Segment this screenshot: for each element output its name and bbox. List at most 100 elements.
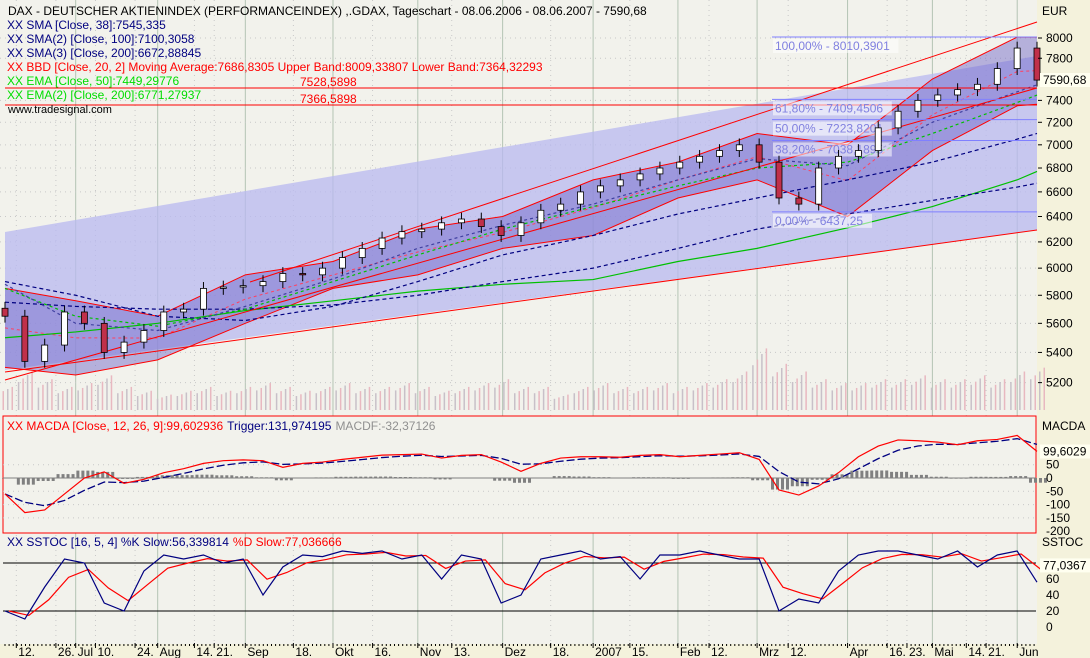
macd-last-box — [1040, 444, 1090, 459]
candle-body — [140, 330, 148, 343]
volume-bar — [776, 372, 778, 410]
candle-body — [596, 185, 604, 193]
volume-bar — [518, 391, 520, 410]
fib-label-bg — [773, 213, 872, 228]
stoch-last-label: 77,0367 — [1043, 558, 1087, 572]
macd-histogram-bar — [393, 477, 397, 479]
macd-histogram-bar — [582, 476, 586, 479]
macd-histogram-bar — [979, 476, 983, 479]
volume-bar — [800, 375, 803, 410]
macd-histogram-bar — [914, 474, 918, 479]
price-tick-label: 5800 — [1046, 288, 1073, 302]
macd-histogram-bar — [175, 475, 179, 479]
fibonacci-retracement[interactable]: 100,00% - 8010,3901 61,80% - 7409,4506 50,… — [772, 36, 1037, 228]
volume-bar — [368, 386, 371, 410]
stoch-d-line — [8, 551, 1042, 617]
volume-bar — [256, 390, 258, 410]
macd-histogram-bar — [860, 470, 864, 479]
candle-body — [775, 161, 783, 199]
volume-bar — [646, 386, 649, 410]
price-axis-background — [1037, 0, 1090, 658]
macd-histogram-bar — [572, 476, 576, 479]
macd-histogram-bar — [359, 476, 363, 479]
volume-bar — [741, 375, 743, 410]
volume-bar — [875, 384, 878, 410]
volume-bar — [37, 387, 40, 410]
time-tick-label: 14. — [968, 645, 985, 658]
candle-body — [458, 218, 465, 224]
volume-bar — [364, 389, 366, 410]
volume-bar — [935, 384, 937, 410]
legend-entry: XX EMA(2) [Close, 200]:6771,27937 — [7, 88, 201, 102]
volume-bar — [836, 387, 838, 410]
volume-bar — [26, 375, 29, 410]
macd-histogram-bar — [1019, 476, 1023, 479]
volume-bar — [289, 386, 291, 410]
macd-histogram-bar — [250, 476, 254, 479]
volume-bar — [979, 378, 981, 410]
stoch-tick-label: 60 — [1046, 572, 1060, 586]
volume-bar — [467, 386, 470, 410]
volume-bar — [523, 389, 525, 410]
volume-bar — [161, 397, 163, 410]
volume-bar — [692, 390, 695, 410]
macd-histogram-bar — [508, 478, 512, 481]
macd-histogram-bar — [1034, 478, 1037, 483]
macd-histogram-bar — [423, 477, 427, 479]
macd-histogram-bar — [324, 477, 328, 479]
candle-body — [557, 203, 565, 211]
volume-bar — [900, 382, 902, 410]
macd-histogram-bar — [265, 477, 268, 479]
trendline-lower[interactable] — [4, 229, 1038, 373]
macd-histogram-bar — [637, 477, 641, 479]
fib-label: 38,20% - 7038,1895 — [775, 142, 883, 156]
volume-bar — [1014, 378, 1017, 410]
candle-body — [874, 127, 882, 151]
macd-histogram-bar — [845, 474, 849, 479]
volume-bar — [845, 383, 847, 410]
candle-body — [795, 197, 803, 205]
macd-histogram-bar — [170, 475, 174, 479]
volume-bar — [924, 375, 926, 410]
macd-histogram-bar — [210, 474, 214, 479]
volume-bar — [880, 382, 882, 410]
volume-bar — [1003, 379, 1006, 410]
macd-histogram-bar — [528, 478, 531, 483]
macd-histogram-bar — [562, 476, 566, 479]
volume-bar — [478, 387, 481, 410]
volume-bar — [642, 389, 644, 410]
macd-histogram-bar — [106, 471, 110, 479]
macd-histogram-bar — [185, 475, 189, 479]
volume-bar — [602, 385, 604, 410]
volume-bar — [269, 383, 271, 410]
candle-body — [239, 285, 247, 288]
macd-histogram-bar — [731, 477, 735, 479]
macd-histogram-bar — [939, 476, 943, 479]
macd-histogram-bar — [408, 477, 412, 479]
volume-bar — [970, 384, 972, 410]
candle-body — [1013, 47, 1021, 69]
macd-histogram-bar — [597, 477, 601, 479]
volume-bar — [582, 389, 585, 410]
time-tick-label: Nov — [420, 645, 441, 658]
macd-plot — [2, 434, 1047, 519]
macd-histogram-bar — [260, 477, 263, 479]
macd-histogram-bar — [41, 478, 45, 482]
time-tick-label: 23. — [909, 645, 926, 658]
volume-bar — [578, 391, 580, 410]
macd-histogram-bar — [81, 470, 85, 479]
candle-body — [676, 161, 684, 169]
price-tick-label: 6000 — [1046, 261, 1073, 275]
line-label-2: 7366,5898 — [300, 92, 357, 106]
candle-body — [61, 311, 68, 346]
volume-bar — [141, 394, 143, 410]
volume-bar — [1010, 382, 1012, 410]
macd-histogram-bar — [71, 474, 75, 479]
candle-body — [80, 311, 88, 324]
volume-bar — [785, 363, 787, 410]
time-tick-label: 24. — [137, 645, 154, 658]
candle-body — [993, 68, 1001, 85]
macd-histogram-bar — [160, 475, 164, 479]
time-tick-label: 12. — [18, 645, 35, 658]
